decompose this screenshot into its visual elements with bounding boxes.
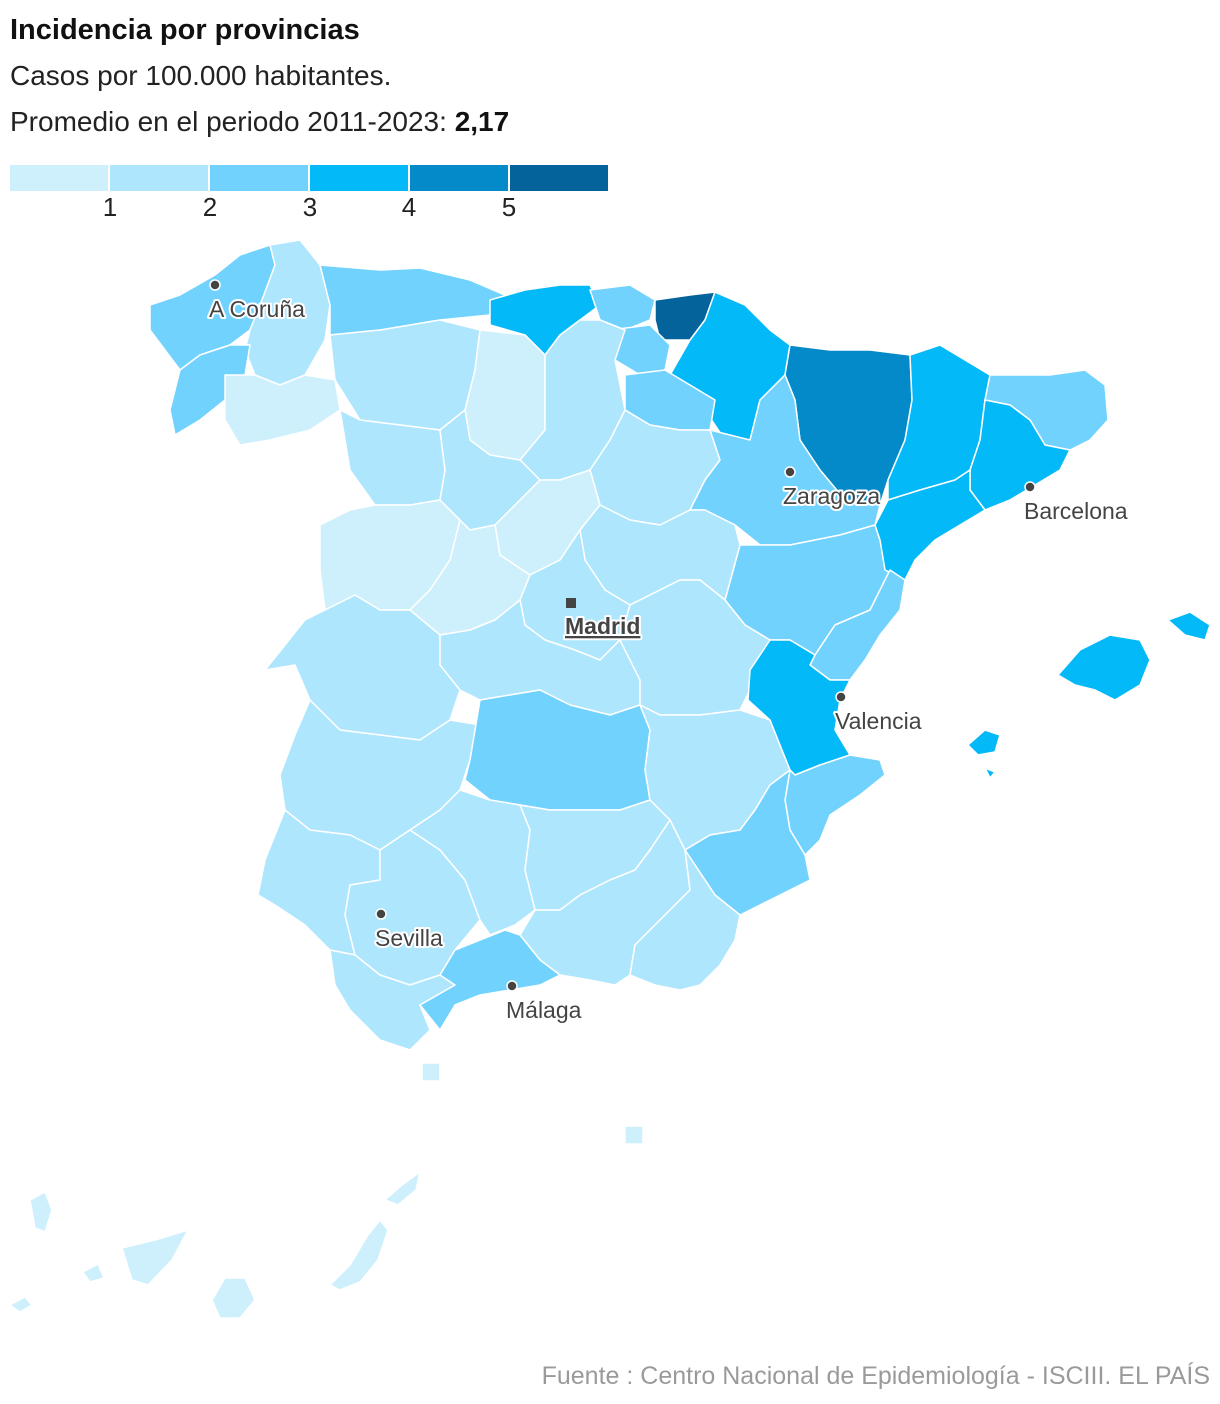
city-label: Sevilla xyxy=(375,925,443,951)
legend-ticks: 1 2 3 4 5 xyxy=(10,192,608,222)
average-label: Promedio en el periodo 2011-2023: xyxy=(10,106,447,137)
legend-swatch-6 xyxy=(510,165,608,191)
legend-tick-label: 4 xyxy=(401,192,417,222)
province-palencia xyxy=(464,329,546,461)
city-zaragoza: Zaragoza xyxy=(781,466,882,511)
legend-swatch-5 xyxy=(410,165,510,191)
province-ourense xyxy=(224,374,341,446)
province-baleares-formentera xyxy=(984,767,996,779)
legend-swatch-1 xyxy=(10,165,110,191)
province-canarias-lanzarote xyxy=(384,1171,421,1206)
city-label: Valencia xyxy=(835,708,922,734)
province-baleares-mallorca xyxy=(1057,634,1151,701)
city-valencia: Valencia xyxy=(833,691,924,736)
province-tarragona xyxy=(874,469,986,581)
city-label: Zaragoza xyxy=(783,483,880,509)
average-line: Promedio en el periodo 2011-2023: 2,17 xyxy=(10,106,509,138)
city-madrid: Madrid xyxy=(563,598,642,641)
legend-tick-label: 5 xyxy=(501,192,517,222)
province-canarias-el-hierro xyxy=(9,1296,33,1313)
city-label: Málaga xyxy=(506,997,582,1023)
city-label: A Coruña xyxy=(209,296,305,322)
province-canarias-gran-canaria xyxy=(211,1277,256,1319)
province-canarias-la-gomera xyxy=(82,1263,105,1283)
province-almeria xyxy=(629,849,741,991)
province-canarias-tenerife xyxy=(121,1229,189,1286)
city-malaga: Málaga xyxy=(504,980,584,1025)
capital-label: Madrid xyxy=(565,613,640,639)
city-coruna: A Coruña xyxy=(207,279,307,324)
city-barcelona: Barcelona xyxy=(1022,481,1130,526)
province-murcia xyxy=(684,769,811,916)
legend-swatch-4 xyxy=(310,165,410,191)
province-canarias-la-palma xyxy=(29,1191,53,1233)
map-title: Incidencia por provincias xyxy=(10,14,360,46)
city-label: Barcelona xyxy=(1024,498,1128,524)
province-baleares-ibiza xyxy=(967,729,1001,756)
city-sevilla: Sevilla xyxy=(373,908,445,953)
province-leon xyxy=(329,319,481,431)
province-malaga xyxy=(419,929,561,1031)
province-ceuta xyxy=(421,1062,441,1082)
average-value: 2,17 xyxy=(454,106,510,137)
legend-tick-label: 3 xyxy=(302,192,318,222)
source-note: Fuente : Centro Nacional de Epidemiologí… xyxy=(541,1362,1210,1390)
map-subtitle: Casos por 100.000 habitantes. xyxy=(10,60,392,91)
legend-tick-label: 2 xyxy=(202,192,218,222)
province-canarias-fuerteventura xyxy=(329,1219,389,1291)
legend-tick-label: 1 xyxy=(102,192,118,222)
province-valencia xyxy=(747,639,851,776)
province-melilla xyxy=(624,1125,644,1145)
legend-swatch-2 xyxy=(110,165,210,191)
legend-swatch-3 xyxy=(210,165,310,191)
color-legend xyxy=(10,165,608,191)
province-baleares-menorca xyxy=(1167,611,1211,641)
